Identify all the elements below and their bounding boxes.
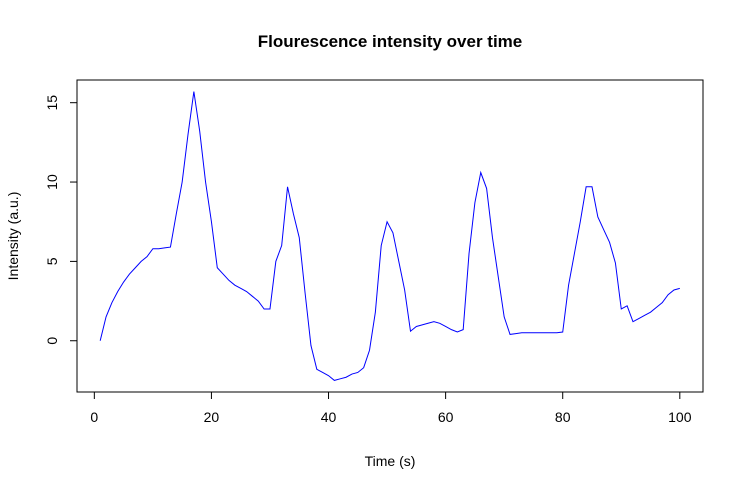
x-tick-label: 0 bbox=[90, 409, 98, 425]
x-tick-label: 100 bbox=[668, 409, 692, 425]
plot-box bbox=[76, 79, 704, 393]
y-tick-label: 15 bbox=[44, 95, 60, 111]
x-axis-label: Time (s) bbox=[365, 453, 416, 469]
x-tick-label: 60 bbox=[438, 409, 454, 425]
x-tick-label: 40 bbox=[321, 409, 337, 425]
x-tick-label: 80 bbox=[555, 409, 571, 425]
x-tick-label: 20 bbox=[204, 409, 220, 425]
y-tick-label: 5 bbox=[44, 257, 60, 265]
y-tick-label: 0 bbox=[44, 337, 60, 345]
chart-title: Flourescence intensity over time bbox=[258, 32, 523, 51]
y-tick-label: 10 bbox=[44, 174, 60, 190]
y-axis-label: Intensity (a.u.) bbox=[5, 192, 21, 281]
data-line bbox=[99, 91, 680, 381]
